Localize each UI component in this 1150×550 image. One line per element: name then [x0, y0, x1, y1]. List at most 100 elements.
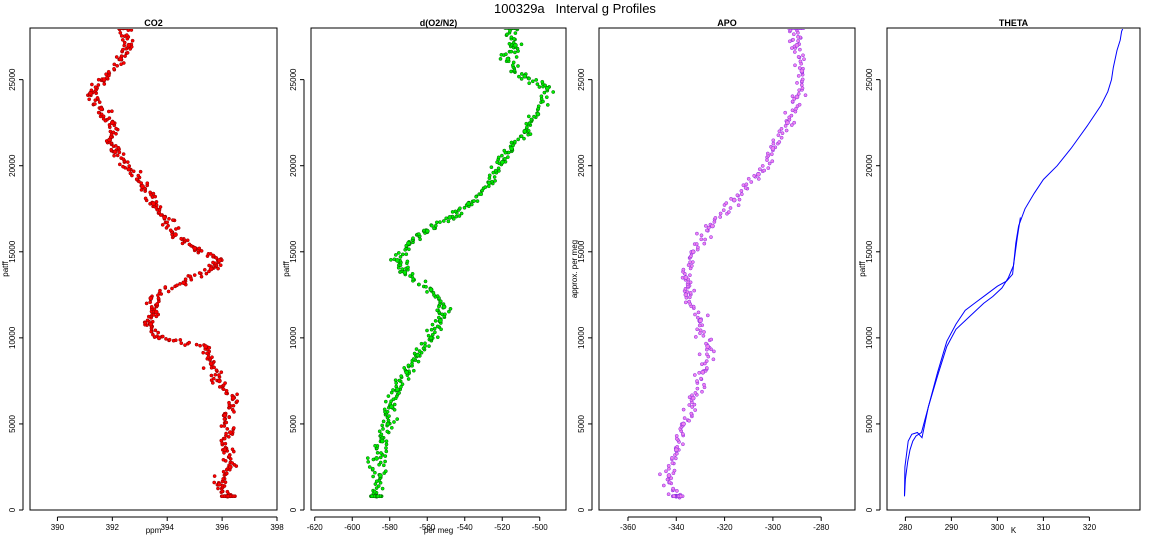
data-point [208, 361, 214, 367]
scatter-point [735, 193, 740, 198]
scatter-point [688, 273, 692, 278]
y-tick-label: 10000 [289, 326, 298, 349]
scatter-point [383, 469, 388, 474]
scatter-point [399, 374, 404, 378]
scatter-point [728, 206, 733, 210]
scatter-point [784, 128, 789, 133]
scatter-point [400, 382, 405, 387]
y-tick-label: 25000 [8, 68, 17, 91]
scatter-point [513, 139, 517, 144]
scatter-point [687, 299, 692, 304]
scatter-point [783, 124, 788, 128]
x-tick-label: -300 [765, 523, 782, 532]
x-tick-label: -600 [344, 523, 361, 532]
scatter-point [448, 306, 453, 311]
scatter-point [797, 66, 802, 70]
scatter-point [171, 338, 176, 343]
scatter-point [791, 37, 795, 42]
data-point [402, 270, 408, 275]
scatter-point [682, 416, 687, 420]
scatter-point [117, 162, 122, 167]
scatter-point [438, 220, 442, 224]
scatter-point [383, 399, 388, 404]
y-tick-label: 20000 [865, 154, 874, 177]
scatter-point [114, 55, 119, 59]
x-tick-label: 310 [1037, 523, 1051, 532]
scatter-point [386, 394, 391, 398]
scatter-point [376, 494, 380, 499]
data-point [406, 240, 411, 246]
scatter-point [687, 403, 692, 407]
scatter-point [125, 50, 130, 55]
y-axis-label: patff [1, 261, 10, 277]
scatter-point [459, 211, 464, 216]
scatter-point [700, 362, 704, 367]
scatter-point [509, 69, 513, 74]
scatter-point [223, 480, 228, 485]
scatter-point [400, 252, 405, 257]
scatter-point [695, 386, 700, 391]
scatter-point [506, 155, 510, 159]
scatter-point [801, 53, 805, 58]
scatter-point [666, 463, 671, 468]
x-tick-label: 392 [106, 523, 120, 532]
panel-title: CO2 [144, 18, 163, 28]
scatter-point [423, 279, 428, 284]
scatter-point [411, 368, 416, 373]
scatter-point [706, 225, 711, 230]
data-point [690, 395, 696, 401]
x-tick-label: 280 [899, 523, 913, 532]
scatter-point [726, 210, 731, 214]
scatter-point [396, 251, 401, 255]
scatter-point [695, 379, 699, 383]
scatter-point [197, 246, 202, 251]
scatter-point [136, 173, 141, 178]
scatter-point [372, 489, 377, 494]
scatter-point [704, 359, 709, 363]
scatter-point [151, 332, 155, 337]
scatter-point [209, 373, 214, 378]
scatter-point [712, 349, 716, 354]
scatter-point [376, 484, 381, 488]
scatter-point [664, 469, 668, 474]
scatter-point [457, 214, 462, 218]
scatter-point [527, 76, 531, 81]
scatter-point [698, 331, 702, 336]
scatter-point [689, 411, 694, 416]
scatter-point [227, 400, 231, 405]
scatter-point [524, 121, 529, 126]
data-point [700, 369, 706, 375]
scatter-point [222, 424, 227, 428]
scatter-point [718, 211, 723, 216]
scatter-point [197, 271, 202, 275]
scatter-point [143, 196, 148, 201]
data-point [153, 309, 159, 315]
scatter-point [227, 454, 232, 459]
scatter-point [771, 141, 776, 146]
scatter-point [408, 274, 412, 278]
scatter-point [95, 96, 100, 100]
scatter-point [208, 252, 213, 256]
scatter-point [692, 288, 697, 293]
scatter-point [130, 38, 135, 43]
scatter-point [693, 312, 697, 317]
scatter-point [512, 29, 516, 30]
scatter-point [516, 29, 520, 30]
scatter-point [506, 150, 511, 155]
data-point [378, 473, 383, 478]
scatter-point [760, 164, 765, 168]
y-tick-label: 10000 [577, 326, 586, 349]
data-point [208, 266, 214, 272]
scatter-point [183, 343, 187, 347]
scatter-point [171, 218, 175, 222]
scatter-point [528, 132, 533, 136]
plot-frame [29, 27, 278, 511]
scatter-point [794, 29, 798, 30]
scatter-point [491, 170, 496, 175]
scatter-point [389, 425, 394, 430]
scatter-point [516, 64, 520, 68]
scatter-point [441, 219, 446, 223]
scatter-point [222, 436, 227, 441]
scatter-point [153, 328, 158, 333]
x-tick-label: -560 [419, 523, 436, 532]
